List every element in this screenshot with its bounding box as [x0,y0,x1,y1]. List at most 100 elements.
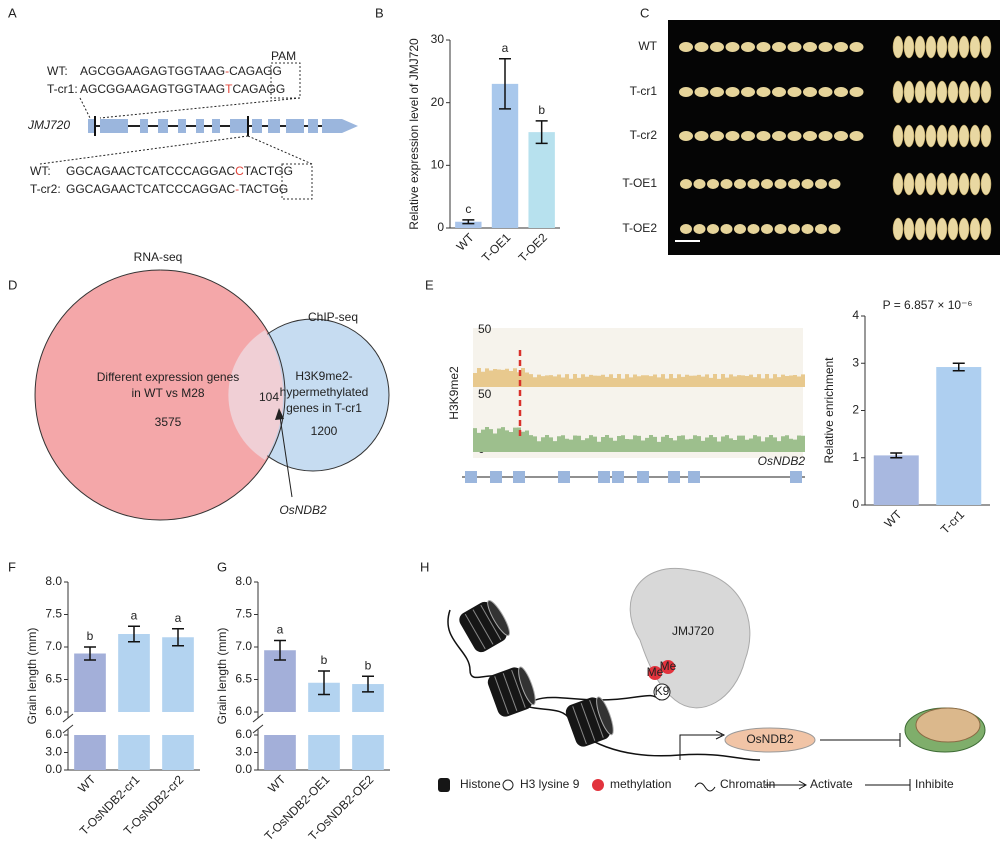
histone-stripe [589,699,604,738]
grain [936,217,948,241]
row-label: T-OE1 [622,176,657,190]
histone-face [518,666,536,706]
grain [914,172,926,196]
grain [680,179,692,189]
grain [980,124,992,148]
grain [725,42,740,52]
row-label: T-OE2 [622,221,657,235]
grain [925,217,937,241]
grain [801,224,814,234]
venn-count: 1200 [311,424,338,438]
bar [936,367,982,505]
grain [903,80,915,104]
histone-stripe [580,703,596,741]
lysine [653,683,671,701]
grain [849,131,864,141]
grain [803,87,817,97]
grain [772,87,786,97]
exon [286,119,304,133]
exon [178,119,186,133]
grain [694,87,709,97]
methyl-group [661,660,675,674]
venn-title: ChIP-seq [308,310,358,324]
legend-lysine [502,779,514,791]
significance-letter: b [365,658,372,672]
y-tick-label: 10 [431,158,445,172]
legend-label: methylation [610,777,671,791]
error-bar [128,625,140,643]
y-tick-label: 20 [431,95,445,109]
grain [903,172,915,196]
y-tick-label: 7.5 [235,607,252,621]
grain [892,80,904,104]
bar-lower [118,735,150,770]
legend-label: Histone [460,777,501,791]
exon [612,471,624,483]
pointer-head [275,408,284,420]
nucleosome [565,696,614,747]
y-tick-label: 4 [852,308,859,322]
exon [252,119,262,133]
bar [528,132,555,228]
grain [720,224,733,234]
y-axis-label: Grain length (mm) [25,628,39,725]
exon [158,119,168,133]
exon [465,471,477,483]
y-tick-label: 7.0 [45,639,62,653]
track-upper [473,368,805,387]
grain [980,217,992,241]
grain [741,131,755,141]
grain [756,42,771,52]
grain [828,179,841,189]
grain [914,124,926,148]
seq-part: GGCAGAACTCATCCCAGGAC [66,182,235,196]
grain [787,131,802,141]
panel-label: G [217,559,227,574]
sequence: AGCGGAAGAGTGGTAAGTCAGAGG [80,82,285,96]
y-tick-label: 3 [852,355,859,369]
pam-label: PAM [271,49,296,63]
grain [788,224,800,234]
y-tick-label: 6.0 [45,727,62,741]
grain [818,42,833,52]
legend-label: Inhibite [915,777,954,791]
seq-part: CAGAGG [229,64,282,78]
y-tick-label: 6.0 [45,704,62,718]
grain [756,87,771,97]
seq-part: AGCGGAAGAGTGGTAAG [80,82,225,96]
significance-letter: a [175,611,182,625]
exon [230,119,248,133]
histone-stripe [472,609,494,645]
bar [873,455,919,505]
y-tick-label: 2 [852,403,859,417]
venn-text: hypermethylated [280,385,369,399]
significance-letter: b [87,629,94,643]
grain [834,42,848,52]
grain [787,87,802,97]
seq-part: TACTGG [239,182,288,196]
inhibit-line [820,733,901,747]
gene-name: JMJ720 [27,118,70,132]
grain [694,42,709,52]
exon [637,471,649,483]
grain [725,131,740,141]
methyl-label: Me [660,659,677,673]
enzyme-label: JMJ720 [672,624,714,638]
y-tick-label: 30 [431,32,445,46]
grain [969,35,981,59]
zoom-line [99,97,301,119]
target-gene [724,727,816,753]
bar [74,653,106,712]
legend-methyl [592,779,604,791]
error-bar [274,639,286,661]
seq-label: WT: [47,64,68,78]
grain [679,42,693,52]
exon [668,471,680,483]
seq-part: T [225,82,233,96]
grain [947,172,959,196]
venn-left [35,270,285,520]
legend-activate [765,780,808,790]
pointer-label: OsNDB2 [279,503,327,517]
grain [747,224,760,234]
grain [958,124,970,148]
